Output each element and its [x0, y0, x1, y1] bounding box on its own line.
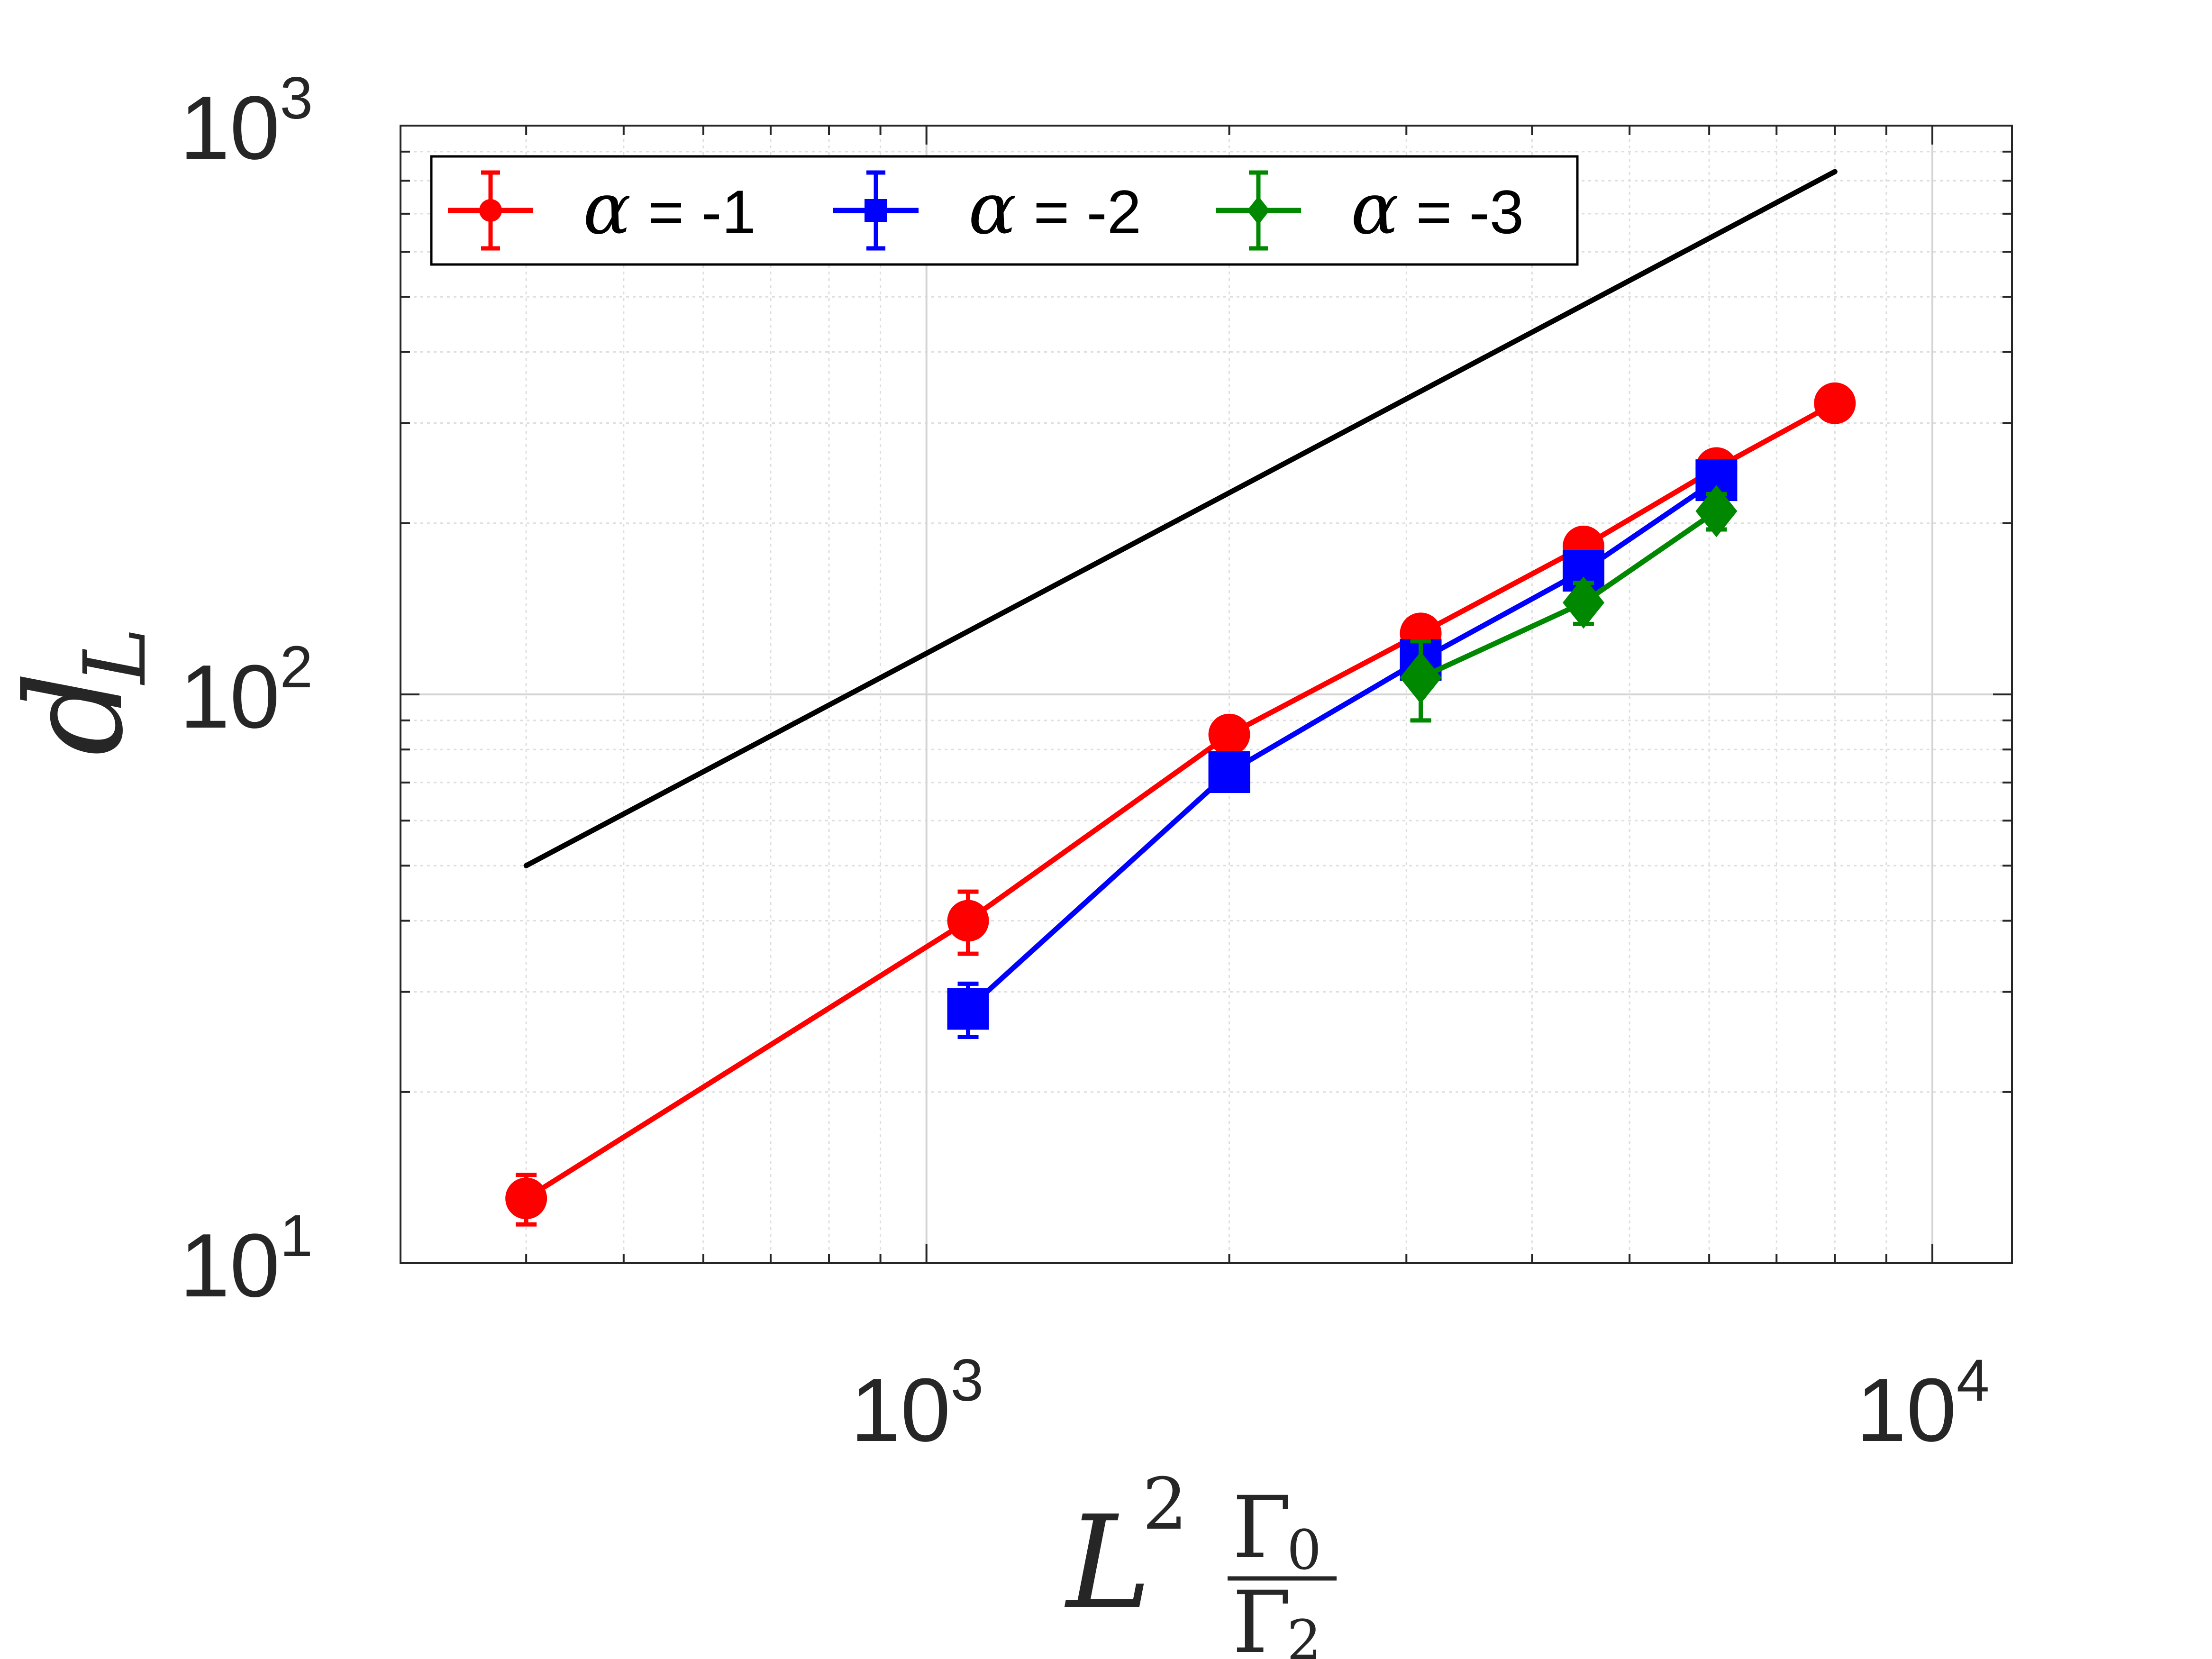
- x-tick-labels: 103 104: [850, 1348, 1989, 1460]
- legend-item-3: α = -3: [1216, 168, 1524, 251]
- x-tick-label-exp: 3: [951, 1348, 984, 1413]
- y-tick-label: 102: [180, 634, 313, 747]
- x-tick-label-base: 10: [850, 1360, 950, 1460]
- data-point: [1208, 713, 1250, 756]
- data-point: [505, 1177, 547, 1220]
- data-point: [947, 900, 989, 942]
- x-tick-label: 104: [1857, 1348, 1990, 1460]
- data-point: [1562, 576, 1604, 629]
- x-axis-label-den-sub: 2: [1287, 1609, 1321, 1659]
- tick-marks: [400, 125, 2012, 1264]
- reference-line-layer: [523, 169, 1838, 868]
- legend-label: α = -3: [1351, 168, 1524, 250]
- legend-label-text: = -3: [1399, 177, 1524, 246]
- x-axis-label-main: L: [1065, 1488, 1152, 1637]
- y-axis-label-main: d: [0, 671, 153, 756]
- legend-label-symbol: α: [583, 168, 631, 250]
- reference-line: [523, 169, 1838, 868]
- x-axis-label-num: Γ: [1232, 1478, 1292, 1577]
- series-layer: [505, 382, 1856, 1227]
- legend-label: α = -2: [968, 168, 1141, 250]
- y-axis-label-sub: L: [66, 627, 165, 685]
- legend-label-symbol: α: [1351, 168, 1399, 250]
- y-tick-label: 101: [180, 1203, 313, 1316]
- y-axis-label: d L: [0, 627, 165, 756]
- legend-label-text: = -2: [1016, 177, 1141, 246]
- y-tick-label-base: 10: [180, 1215, 280, 1316]
- y-tick-label-exp: 2: [280, 634, 313, 700]
- data-point: [1400, 651, 1442, 704]
- legend: α = -1 α = -2 α = -3: [430, 155, 1579, 266]
- legend-item-1: α = -1: [448, 168, 756, 251]
- data-point: [1814, 382, 1856, 424]
- data-point: [1695, 485, 1738, 538]
- legend-items: α = -1 α = -2 α = -3: [448, 168, 1524, 251]
- series-3: [1400, 485, 1738, 723]
- data-point: [947, 988, 989, 1030]
- x-axis-label-den: Γ: [1232, 1573, 1292, 1659]
- legend-marker: [479, 199, 502, 222]
- legend-marker: [865, 199, 887, 222]
- y-tick-label-exp: 3: [280, 65, 313, 131]
- legend-label-text: = -1: [631, 177, 756, 246]
- legend-label-symbol: α: [968, 168, 1016, 250]
- data-point: [1208, 751, 1250, 793]
- x-axis-label-sup: 2: [1142, 1463, 1187, 1546]
- y-tick-label-exp: 1: [280, 1203, 313, 1269]
- x-tick-label-exp: 4: [1957, 1348, 1990, 1413]
- x-tick-label: 103: [850, 1348, 983, 1460]
- y-tick-label: 103: [180, 65, 313, 178]
- x-axis-label: L 2 Γ 0 Γ 2: [1065, 1463, 1337, 1659]
- legend-marker: [1247, 196, 1270, 225]
- legend-label: α = -1: [583, 168, 756, 250]
- y-tick-label-base: 10: [180, 647, 280, 747]
- legend-item-2: α = -2: [833, 168, 1141, 251]
- x-axis-label-num-sub: 0: [1287, 1519, 1321, 1582]
- legend-box: [430, 155, 1579, 266]
- x-tick-label-base: 10: [1857, 1360, 1957, 1460]
- y-tick-label-base: 10: [180, 78, 280, 178]
